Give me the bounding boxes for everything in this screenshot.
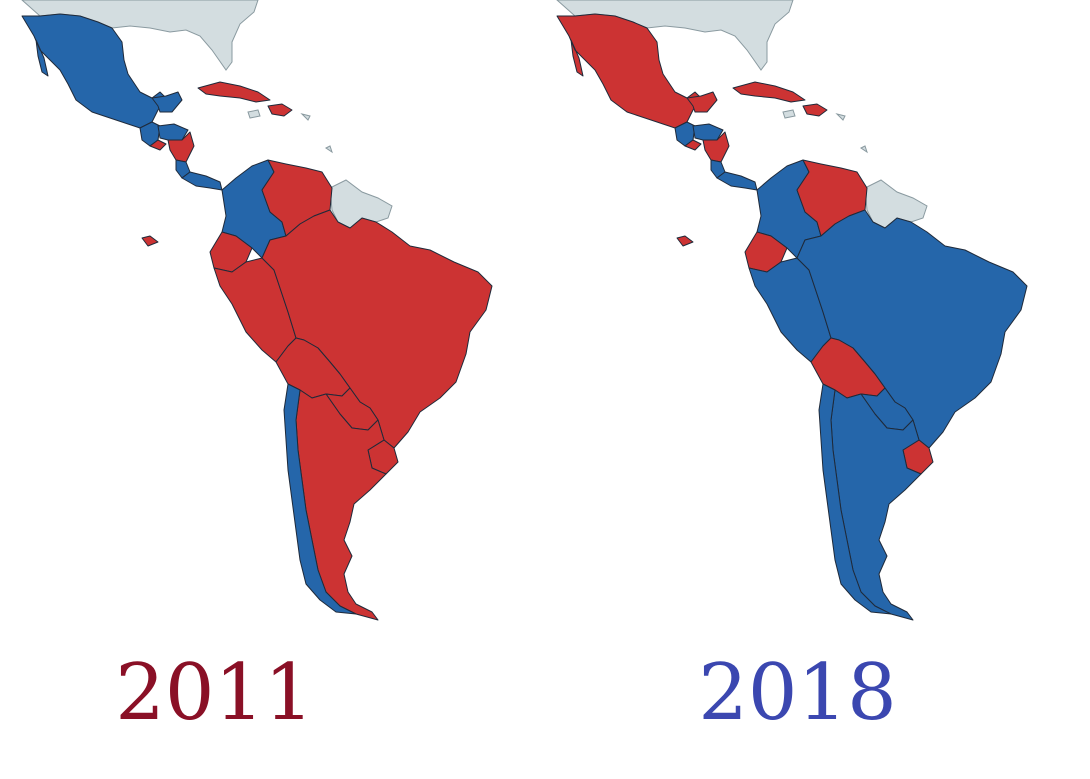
no-data-region — [247, 109, 333, 154]
choropleth-map-2018 — [556, 0, 1028, 621]
country-cuba — [732, 81, 806, 103]
country-nicaragua — [167, 131, 195, 163]
country-mexico — [556, 13, 702, 129]
country-cuba — [197, 81, 271, 103]
country-nicaragua — [702, 131, 730, 163]
country-dominican-republic — [802, 103, 828, 117]
country-honduras — [157, 123, 189, 141]
country-mexico — [151, 91, 183, 113]
country-mexico — [686, 91, 718, 113]
country-chile — [818, 383, 892, 615]
map-panel-2018: 2018 — [535, 0, 1080, 779]
country-chile — [283, 383, 357, 615]
choropleth-map-2011 — [21, 0, 493, 621]
country-mexico — [21, 13, 167, 129]
country-panama — [181, 171, 223, 191]
year-label-2018: 2018 — [698, 648, 897, 738]
map-panel-2011: 2011 — [21, 0, 493, 738]
country-honduras — [692, 123, 724, 141]
country-el-salvador — [684, 139, 702, 151]
country-ecuador — [141, 235, 159, 247]
country-panama — [716, 171, 758, 191]
country-ecuador — [676, 235, 694, 247]
country-el-salvador — [149, 139, 167, 151]
country-dominican-republic — [267, 103, 293, 117]
no-data-region — [782, 109, 868, 154]
year-label-2011: 2011 — [115, 648, 314, 738]
